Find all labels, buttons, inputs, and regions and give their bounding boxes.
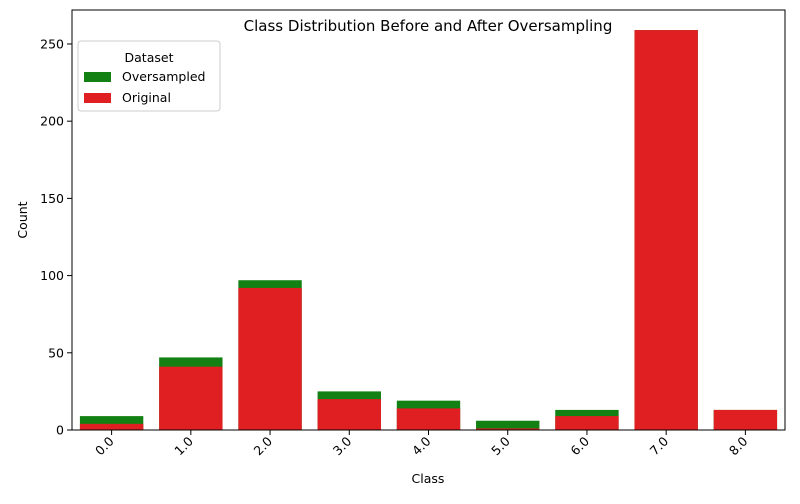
bar-original-3 — [317, 399, 381, 430]
x-tick-label: 6.0 — [567, 433, 592, 458]
x-axis-label: Class — [412, 471, 445, 486]
bar-original-4 — [396, 408, 461, 430]
y-tick-label: 250 — [40, 36, 64, 51]
y-axis: 0 50 100 150 200 250 — [40, 36, 72, 438]
bar-original-0 — [79, 423, 144, 430]
x-tick-label: 1.0 — [171, 433, 196, 458]
plot-frame — [71, 9, 786, 431]
x-tick-label: 0.0 — [92, 433, 117, 458]
y-tick-label: 50 — [48, 345, 64, 360]
bar-original-7 — [634, 30, 698, 431]
legend-frame — [77, 40, 221, 112]
x-tick-label: 8.0 — [726, 433, 751, 458]
bars-group — [79, 30, 778, 431]
y-tick-label: 0 — [56, 423, 64, 438]
bar-oversampled-5 — [476, 420, 540, 430]
x-axis: 0.0 1.0 2.0 3.0 4.0 5.0 6.0 7.0 8.0 — [92, 430, 751, 458]
chart-title: Class Distribution Before and After Over… — [244, 17, 613, 35]
legend: Dataset Oversampled Original — [77, 40, 221, 112]
y-tick-label: 200 — [40, 114, 64, 129]
x-tick-label: 7.0 — [647, 433, 672, 458]
legend-label-oversampled: Oversampled — [122, 69, 205, 84]
x-tick-label: 2.0 — [251, 433, 276, 458]
legend-swatch-oversampled — [84, 72, 111, 82]
bar-original-6 — [555, 416, 619, 430]
bar-original-5 — [476, 428, 540, 430]
x-tick-label: 3.0 — [330, 433, 355, 458]
y-tick-label: 150 — [40, 191, 64, 206]
x-tick-label: 4.0 — [409, 433, 434, 458]
y-tick-label: 100 — [40, 268, 64, 283]
legend-title: Dataset — [125, 50, 174, 65]
legend-swatch-original — [84, 93, 111, 103]
x-tick-label: 5.0 — [488, 433, 513, 458]
bar-original-8 — [713, 409, 778, 430]
bar-original-2 — [238, 287, 302, 430]
bar-original-1 — [159, 366, 223, 430]
legend-label-original: Original — [122, 90, 171, 105]
y-axis-label: Count — [15, 201, 30, 238]
